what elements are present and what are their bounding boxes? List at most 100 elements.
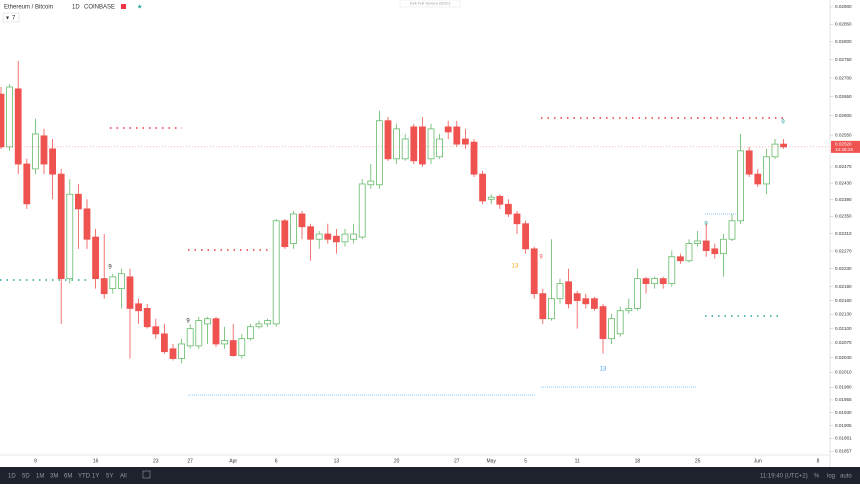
candle-body <box>711 248 719 255</box>
range-button[interactable]: 1M <box>36 474 44 480</box>
x-tick-label: 6 <box>275 458 278 464</box>
indicator-toggle[interactable] <box>2 12 20 23</box>
alert-icon[interactable] <box>121 4 126 9</box>
candle-body <box>548 298 555 320</box>
candle-body <box>40 135 48 165</box>
y-tick-label: 0.02010 <box>835 370 852 375</box>
candle-body <box>522 223 529 250</box>
candle-body <box>100 278 108 295</box>
setup-count: 9 <box>108 265 112 271</box>
candle-body <box>479 173 487 202</box>
range-button[interactable]: 3M <box>50 474 58 480</box>
candle-body <box>169 348 177 359</box>
y-tick-label: 0.02160 <box>835 298 852 303</box>
candle-body <box>642 278 650 285</box>
y-tick-label: 0.02190 <box>835 284 852 289</box>
indicator-levels <box>0 117 785 317</box>
candle-body <box>66 193 74 280</box>
candle-body <box>186 328 194 347</box>
candle-body <box>444 126 452 133</box>
y-tick-label: 0.02550 <box>835 132 852 137</box>
candle-body <box>126 276 134 309</box>
y-tick-label: 0.01955 <box>835 397 852 402</box>
y-tick-label: 0.02270 <box>835 248 852 253</box>
x-tick-label: 13 <box>334 458 340 464</box>
range-button[interactable]: 1D <box>8 474 16 480</box>
candle-body <box>737 150 744 222</box>
candle-body <box>350 233 358 240</box>
candle-body <box>212 318 220 345</box>
candle-body <box>298 213 306 228</box>
candle-body <box>677 256 684 262</box>
setup-count: 9 <box>186 319 190 325</box>
setup-count: 9 <box>539 255 543 261</box>
candle-body <box>496 195 504 205</box>
candle-body <box>289 213 297 244</box>
scale-toggle[interactable]: auto <box>840 474 852 480</box>
x-tick-label: 9 <box>34 458 37 464</box>
y-tick-label: 0.02800 <box>835 39 852 44</box>
candle-body <box>470 141 478 175</box>
range-button[interactable]: 5D <box>22 474 30 480</box>
candle-body <box>513 213 521 225</box>
candle-body <box>238 338 246 356</box>
y-tick-label: 0.02130 <box>835 312 852 317</box>
candle-body <box>720 238 727 255</box>
scale-toggle[interactable]: log <box>827 474 835 480</box>
x-tick-label: 16 <box>93 458 99 464</box>
candle-body <box>539 293 547 320</box>
y-tick-label: 0.02430 <box>835 180 852 185</box>
price-tag-label: 0.02520 <box>835 142 852 147</box>
annotations: 9 9 13 9 13 9 9 <box>108 120 785 373</box>
candle-body <box>23 163 31 205</box>
y-tick-label: 0.02040 <box>835 355 852 360</box>
countdown-label: 13 <box>512 264 519 270</box>
candle-body <box>49 148 56 175</box>
candle-body <box>651 278 658 285</box>
candle-body <box>203 318 211 325</box>
scale-toggle[interactable]: % <box>814 474 820 480</box>
x-tick-label: 5 <box>524 458 527 464</box>
candle-body <box>565 281 572 305</box>
range-button[interactable]: 5Y <box>106 474 113 480</box>
candle-body <box>307 226 315 240</box>
goto-date[interactable] <box>142 470 151 479</box>
range-button[interactable]: 6M <box>64 474 72 480</box>
candle-body <box>763 156 770 185</box>
countdown: 14:40:19 <box>835 147 853 152</box>
candle-body <box>32 133 39 170</box>
candle-body <box>461 138 469 145</box>
y-tick-label: 0.02070 <box>835 340 852 345</box>
candle-body <box>530 248 538 295</box>
range-button[interactable]: YTD <box>78 474 91 480</box>
candle-body <box>694 240 701 244</box>
candle-body <box>625 308 633 312</box>
x-tick-label: May <box>486 458 496 464</box>
exit-label: Exit Full Screen (ESC) <box>410 1 451 6</box>
candle-body <box>659 278 667 285</box>
candle-body <box>109 276 117 290</box>
y-tick-label: 0.01881 <box>835 436 852 441</box>
exit-button[interactable] <box>399 0 461 8</box>
candle-body <box>118 273 125 290</box>
candle-body <box>668 256 676 285</box>
candle-body <box>229 340 237 356</box>
y-tick-label: 0.02100 <box>835 326 852 331</box>
range-button[interactable]: All <box>120 474 127 480</box>
star-icon[interactable]: ★ <box>137 4 142 11</box>
candle-body <box>358 183 366 238</box>
candle-body <box>135 303 143 312</box>
candle-body <box>6 86 13 148</box>
x-tick-label: 23 <box>153 458 159 464</box>
candle-body <box>160 333 168 353</box>
candle-body <box>14 88 22 165</box>
range-button[interactable]: 1Y <box>92 474 99 480</box>
candle-body <box>771 143 779 158</box>
y-tick-label: 0.02850 <box>835 21 852 26</box>
x-tick-label: 18 <box>635 458 641 464</box>
candle-body <box>92 236 99 280</box>
candle-body <box>436 138 444 158</box>
y-tick-label: 0.02470 <box>835 164 852 169</box>
x-tick-label: 27 <box>187 458 193 464</box>
